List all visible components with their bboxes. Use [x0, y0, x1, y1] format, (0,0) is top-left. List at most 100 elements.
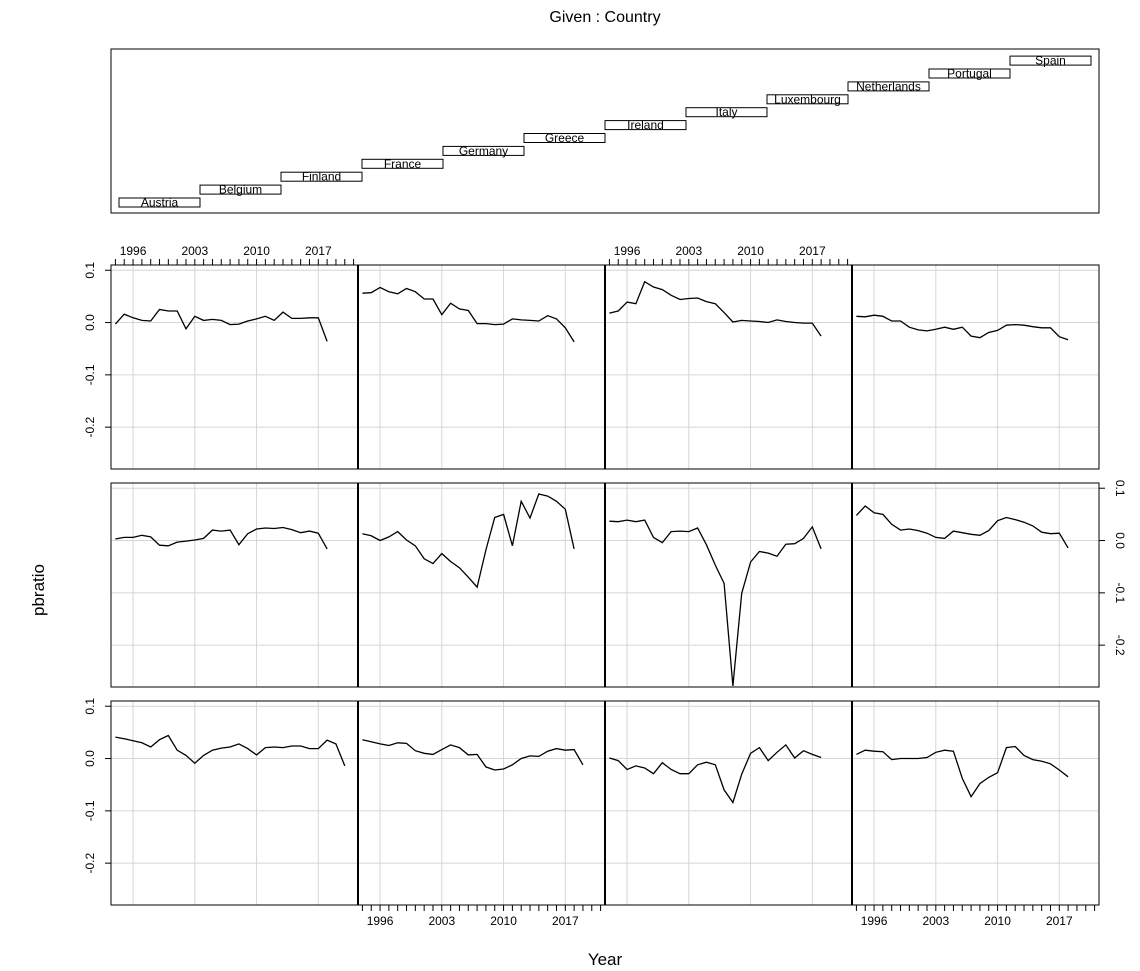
y-tick-label: 0.1	[83, 698, 97, 715]
given-label-austria: Austria	[141, 196, 179, 210]
panel-frame	[110, 482, 359, 688]
x-tick-label: 2003	[428, 914, 455, 928]
x-tick-label: 1996	[614, 244, 641, 258]
series-line-portugal	[609, 280, 822, 337]
y-tick-label: 0.1	[83, 262, 97, 279]
given-bar-portugal	[928, 68, 1011, 79]
x-axis: 1996 2003 2010 2017	[361, 904, 602, 928]
series-line-greece	[362, 493, 575, 589]
given-label-belgium: Belgium	[219, 183, 262, 197]
panel-spain	[851, 264, 1100, 470]
given-label-finland: Finland	[302, 170, 341, 184]
series-line-austria	[115, 734, 346, 767]
y-tick-label: 0.0	[83, 314, 97, 331]
series-line-luxembourg	[114, 308, 328, 342]
given-bar-finland	[280, 171, 363, 182]
given-bar-greece	[523, 133, 606, 143]
y-tick-label: -0.2	[83, 852, 97, 873]
given-label-italy: Italy	[715, 105, 737, 119]
series-line-netherlands	[362, 286, 575, 343]
x-tick-label: 2003	[675, 244, 702, 258]
given-label-spain: Spain	[1035, 54, 1066, 68]
x-tick-label: 2010	[490, 914, 517, 928]
panel-netherlands	[357, 264, 606, 470]
panel-italy	[851, 482, 1100, 688]
panel-frame	[851, 700, 1100, 906]
panel-frame	[851, 482, 1100, 688]
y-tick-label: -0.2	[1113, 635, 1127, 656]
y-tick-label: -0.1	[83, 800, 97, 821]
series-line-france	[856, 745, 1069, 799]
y-tick-label: 0.0	[83, 750, 97, 767]
given-panel	[110, 48, 1100, 214]
x-tick-label: 2010	[984, 914, 1011, 928]
y-tick-label: -0.1	[1113, 583, 1127, 604]
series-line-belgium	[362, 739, 584, 771]
x-tick-label: 1996	[367, 914, 394, 928]
x-tick-label: 2003	[922, 914, 949, 928]
y-axis-left: -0.2 -0.1 0.0 0.1	[83, 262, 112, 437]
given-bar-italy	[685, 107, 768, 118]
chart-title: Given : Country	[549, 9, 660, 26]
y-tick-label: 0.0	[1113, 532, 1127, 549]
x-axis: 1996 2003 2010 2017	[608, 244, 849, 266]
x-tick-label: 1996	[120, 244, 147, 258]
panel-frame	[604, 482, 853, 688]
panel-germany	[110, 482, 359, 688]
given-bar-belgium	[199, 184, 282, 195]
x-tick-label: 2017	[552, 914, 579, 928]
panel-portugal	[604, 264, 853, 470]
y-tick-label: 0.1	[1113, 480, 1127, 497]
given-bar-ireland	[604, 120, 687, 131]
given-bar-germany	[442, 145, 525, 156]
x-tick-label: 2010	[737, 244, 764, 258]
given-bars: Austria Belgium Finland France Germany Greece…	[118, 54, 1092, 210]
given-bar-netherlands	[847, 81, 930, 92]
panel-greece	[357, 482, 606, 688]
panel-belgium	[357, 700, 606, 906]
series-line-germany	[115, 526, 328, 550]
y-tick-label: -0.2	[83, 416, 97, 437]
x-tick-label: 1996	[861, 914, 888, 928]
panel-frame	[110, 700, 359, 906]
given-bar-austria	[118, 197, 201, 208]
given-label-germany: Germany	[459, 144, 508, 158]
panel-frame	[110, 264, 359, 470]
panel-france	[851, 700, 1100, 906]
panel-finland	[604, 700, 853, 906]
x-axis-label: Year	[588, 950, 623, 969]
x-tick-label: 2003	[181, 244, 208, 258]
x-tick-label: 2010	[243, 244, 270, 258]
x-axis: 1996 2003 2010 2017	[114, 244, 355, 266]
given-bar-luxembourg	[766, 94, 849, 105]
panel-austria	[110, 700, 359, 906]
panel-frame	[604, 264, 853, 470]
given-bar-spain	[1009, 55, 1092, 66]
panel-frame	[851, 264, 1100, 470]
panel-frame	[357, 700, 606, 906]
given-label-luxembourg: Luxembourg	[774, 92, 841, 106]
x-axis: 1996 2003 2010 2017	[855, 904, 1096, 928]
given-label-france: France	[384, 157, 422, 171]
panel-ireland	[604, 482, 853, 688]
given-label-greece: Greece	[545, 131, 585, 145]
x-tick-label: 2017	[799, 244, 826, 258]
panel-luxembourg	[110, 264, 359, 470]
given-bar-france	[361, 158, 444, 169]
series-line-italy	[855, 505, 1069, 549]
x-tick-label: 2017	[1046, 914, 1073, 928]
given-label-portugal: Portugal	[947, 67, 992, 81]
panel-frame	[357, 264, 606, 470]
given-label-netherlands: Netherlands	[856, 79, 921, 93]
series-line-finland	[609, 743, 822, 804]
panel-grid: 1996 2003 2010 2017 1996 2003 2010 2017 1996 2003…	[83, 244, 1127, 928]
panel-frame	[357, 482, 606, 688]
x-tick-label: 2017	[305, 244, 332, 258]
y-axis-label: pbratio	[29, 564, 48, 616]
y-tick-label: -0.1	[83, 364, 97, 385]
series-line-ireland	[609, 519, 822, 687]
series-line-spain	[856, 314, 1069, 341]
panel-frame	[604, 700, 853, 906]
y-axis-right: -0.2 -0.1 0.0 0.1	[1098, 480, 1127, 656]
